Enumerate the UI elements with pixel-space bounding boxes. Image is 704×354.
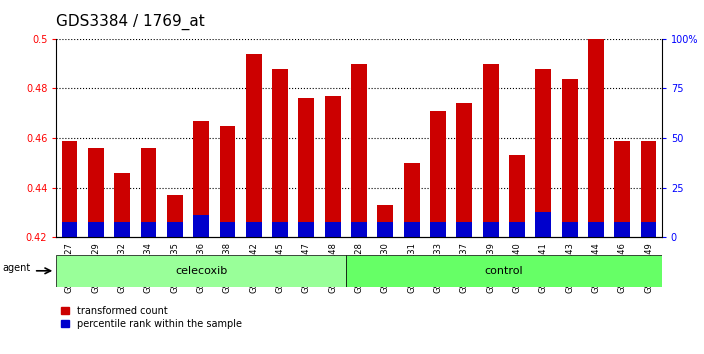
- Bar: [483, 222, 498, 237]
- Text: GDS3384 / 1769_at: GDS3384 / 1769_at: [56, 14, 205, 30]
- Bar: [562, 222, 577, 237]
- Bar: [346, 255, 662, 287]
- Bar: [615, 222, 630, 237]
- Bar: [56, 255, 346, 287]
- Text: celecoxib: celecoxib: [175, 266, 227, 276]
- Bar: [325, 222, 341, 237]
- Bar: [325, 96, 341, 237]
- Bar: [404, 222, 420, 237]
- Bar: [641, 141, 657, 237]
- Bar: [641, 222, 657, 237]
- Bar: [351, 64, 367, 237]
- Bar: [509, 222, 525, 237]
- Bar: [404, 163, 420, 237]
- Bar: [220, 126, 235, 237]
- Text: agent: agent: [3, 263, 31, 273]
- Bar: [220, 222, 235, 237]
- Bar: [141, 148, 156, 237]
- Bar: [114, 173, 130, 237]
- Bar: [509, 155, 525, 237]
- Bar: [246, 222, 262, 237]
- Bar: [61, 141, 77, 237]
- Bar: [193, 121, 209, 237]
- Bar: [298, 222, 314, 237]
- Bar: [351, 222, 367, 237]
- Bar: [377, 222, 394, 237]
- Bar: [430, 222, 446, 237]
- Bar: [430, 111, 446, 237]
- Bar: [141, 222, 156, 237]
- Text: control: control: [484, 266, 523, 276]
- Bar: [272, 222, 288, 237]
- Bar: [61, 222, 77, 237]
- Bar: [536, 212, 551, 237]
- Bar: [483, 64, 498, 237]
- Bar: [588, 222, 604, 237]
- Bar: [615, 141, 630, 237]
- Bar: [377, 205, 394, 237]
- Legend: transformed count, percentile rank within the sample: transformed count, percentile rank withi…: [61, 306, 241, 329]
- Bar: [272, 69, 288, 237]
- Bar: [298, 98, 314, 237]
- Bar: [588, 39, 604, 237]
- Bar: [246, 54, 262, 237]
- Bar: [562, 79, 577, 237]
- Bar: [456, 222, 472, 237]
- Bar: [167, 195, 182, 237]
- Bar: [456, 103, 472, 237]
- Bar: [114, 222, 130, 237]
- Bar: [167, 222, 182, 237]
- Bar: [88, 148, 103, 237]
- Bar: [88, 222, 103, 237]
- Bar: [193, 215, 209, 237]
- Bar: [536, 69, 551, 237]
